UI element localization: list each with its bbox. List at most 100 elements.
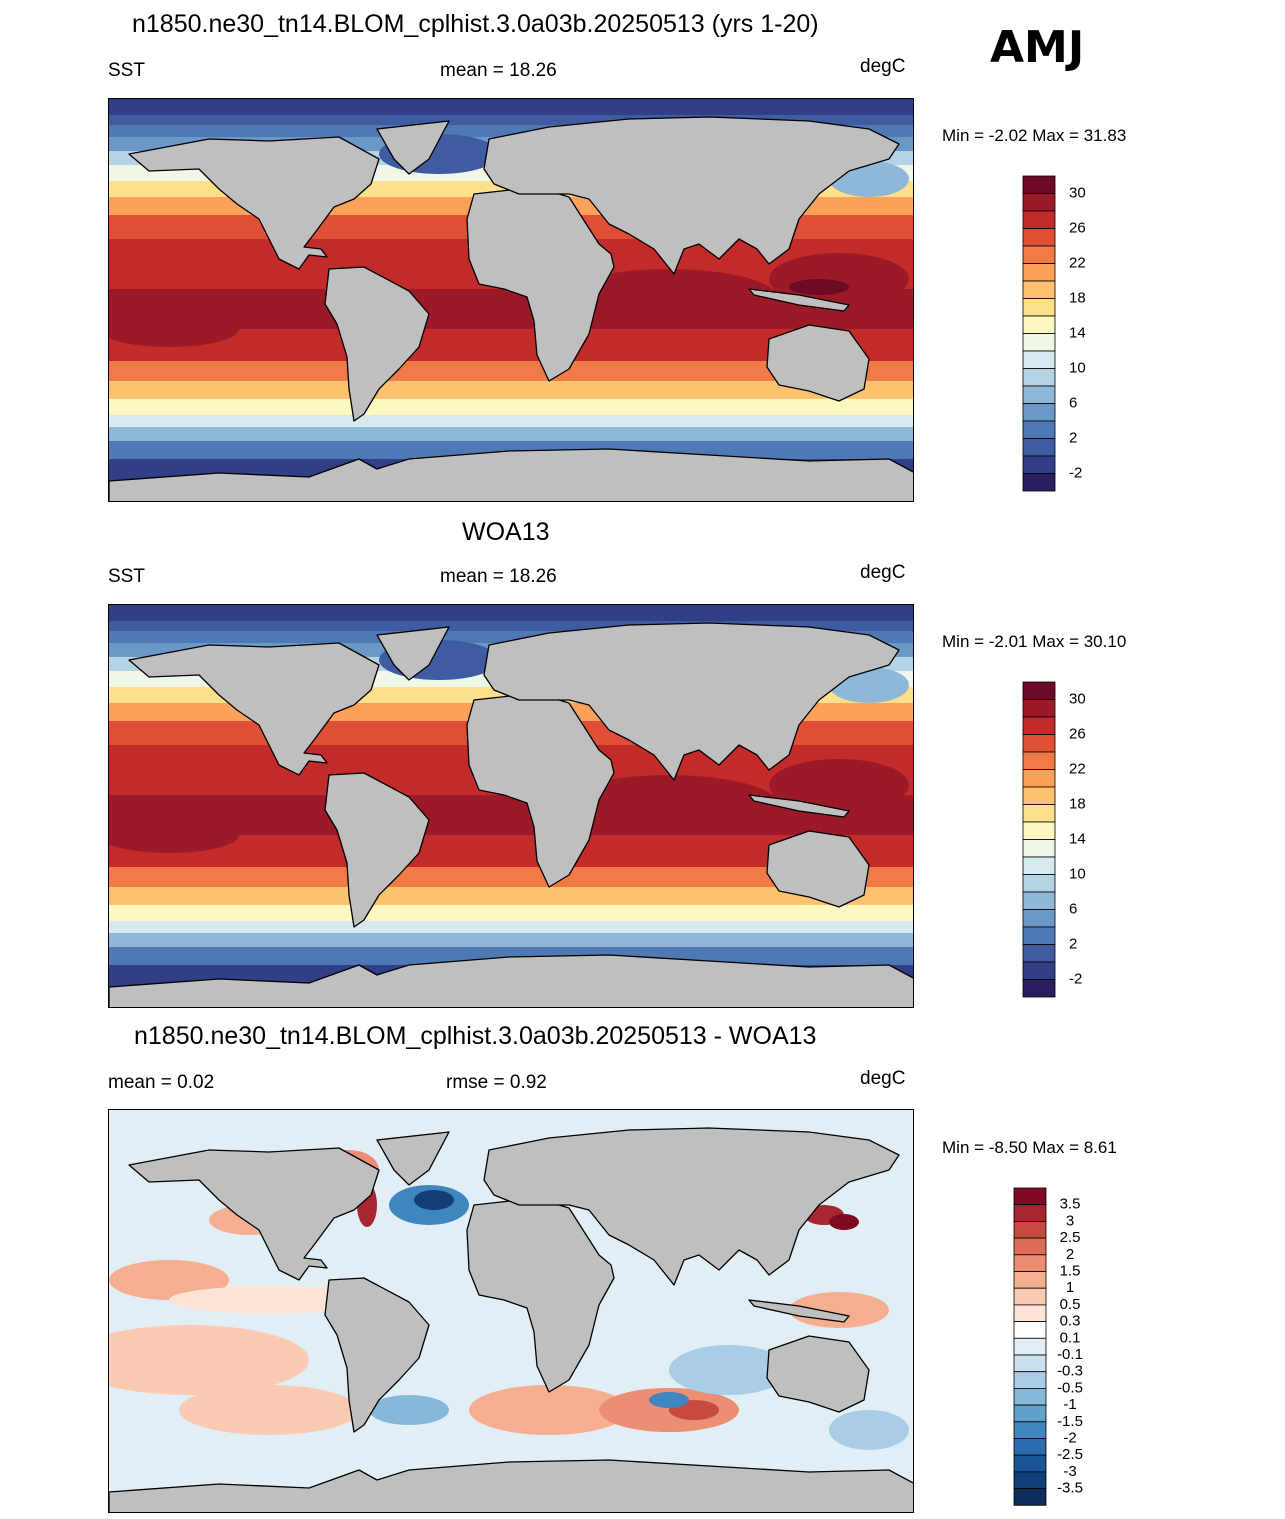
colorbar-tick-label: 2.5 <box>1060 1229 1081 1246</box>
panel2-map <box>108 604 914 1008</box>
antarctica-shape <box>109 1459 913 1512</box>
colorbar-box <box>1013 1337 1047 1356</box>
colorbar-box <box>1022 420 1056 439</box>
colorbar-box <box>1013 1371 1047 1389</box>
colorbar-box <box>1022 210 1056 229</box>
colorbar-tick-label: 6 <box>1069 394 1077 411</box>
panel2-minmax-label: Min = -2.01 Max = 30.10 <box>942 632 1127 651</box>
colorbar-box <box>1022 926 1056 945</box>
australia-shape <box>766 830 870 908</box>
colorbar-tick-label: 0.1 <box>1060 1329 1081 1346</box>
colorbar-box <box>1022 734 1056 753</box>
panel1-mean-label: mean = 18.26 <box>440 60 557 81</box>
indonesia-shape <box>748 288 850 312</box>
colorbar-tick-label: 18 <box>1069 795 1086 812</box>
colorbar-tick-label: 2 <box>1066 1246 1074 1263</box>
warm-pool-indian <box>559 269 779 329</box>
colorbar-tick-label: 10 <box>1069 865 1086 882</box>
colorbar-tick-label: 30 <box>1069 184 1086 201</box>
colorbar-box <box>1022 751 1056 770</box>
anomaly-blob <box>109 1260 229 1300</box>
anomaly-blob <box>369 1395 449 1425</box>
colorbar-box <box>1022 786 1056 805</box>
colorbar-box <box>1013 1438 1047 1456</box>
ocean-band <box>109 621 913 631</box>
colorbar-tick-label: 0.3 <box>1060 1313 1081 1330</box>
colorbar-box <box>1022 263 1056 282</box>
eurasia-shape <box>483 622 900 781</box>
anomaly-blob <box>414 1190 454 1210</box>
colorbar-tick-label: 0.5 <box>1060 1296 1081 1313</box>
colorbar-tick-label: -0.3 <box>1057 1363 1083 1380</box>
colorbar-box <box>1022 438 1056 457</box>
panel2-variable-label: SST <box>108 566 145 587</box>
anomaly-blob <box>469 1385 629 1435</box>
colorbar-box <box>1013 1237 1047 1256</box>
ocean-band <box>109 947 913 965</box>
ocean-band <box>109 867 913 887</box>
colorbar-box <box>1022 821 1056 840</box>
south-america-shape <box>324 266 430 422</box>
ocean-band <box>109 887 913 905</box>
colorbar-box <box>1013 1187 1047 1206</box>
greenland-shape <box>376 120 450 175</box>
colorbar-tick-label: 30 <box>1069 690 1086 707</box>
colorbar-box <box>1013 1404 1047 1423</box>
anomaly-blob <box>109 1325 309 1395</box>
ocean-band <box>109 441 913 459</box>
africa-shape <box>466 188 615 382</box>
panel3-minmax-label: Min = -8.50 Max = 8.61 <box>942 1138 1117 1157</box>
colorbar-box <box>1022 804 1056 823</box>
colorbar-box <box>1022 193 1056 212</box>
anomaly-blob <box>669 1345 789 1395</box>
colorbar-box <box>1022 455 1056 474</box>
anomaly-blob <box>179 1385 359 1435</box>
colorbar-box <box>1022 769 1056 788</box>
colorbar-box <box>1022 280 1056 299</box>
colorbar-tick-label: -2 <box>1069 464 1082 481</box>
colorbar-tick-label: 14 <box>1069 830 1086 847</box>
eurasia-shape <box>483 1127 900 1286</box>
colorbar-tick-label: -2.5 <box>1057 1446 1083 1463</box>
colorbar-tick-label: 18 <box>1069 289 1086 306</box>
australia-shape <box>766 324 870 402</box>
warm-pool-indian <box>559 775 779 835</box>
colorbar-box <box>1022 856 1056 875</box>
colorbar-box <box>1022 699 1056 718</box>
colorbar-box <box>1022 874 1056 893</box>
colorbar-tick-label: -2 <box>1063 1429 1076 1446</box>
colorbar-box <box>1013 1304 1047 1323</box>
land-mask <box>109 1127 913 1512</box>
colorbar-tick-label: 2 <box>1069 935 1077 952</box>
colorbar-box <box>1013 1254 1047 1272</box>
panel2-colorbar: 30 26 22 18 14 10 6 2 -2 <box>1022 681 1143 1002</box>
anomaly-blob <box>789 1292 889 1328</box>
colorbar-box <box>1013 1321 1047 1339</box>
panel1-units-label: degC <box>860 56 906 77</box>
eurasia-shape <box>483 116 900 275</box>
colorbar-box <box>1022 891 1056 910</box>
colorbar-box <box>1022 315 1056 334</box>
colorbar-box <box>1022 979 1056 998</box>
north-america-shape <box>128 1147 380 1281</box>
colorbar-box <box>1013 1421 1047 1439</box>
colorbar-box <box>1022 298 1056 317</box>
indonesia-shape <box>748 794 850 818</box>
ocean-band <box>109 361 913 381</box>
colorbar-box <box>1013 1471 1047 1489</box>
colorbar-tick-label: 10 <box>1069 359 1086 376</box>
ocean-band <box>109 399 913 415</box>
panel1-minmax-label: Min = -2.02 Max = 31.83 <box>942 126 1127 145</box>
colorbar-tick-label: -0.5 <box>1057 1379 1083 1396</box>
colorbar-tick-label: -1.5 <box>1057 1413 1083 1430</box>
greenland-shape <box>376 1131 450 1186</box>
anomaly-blob <box>169 1286 369 1314</box>
australia-shape <box>766 1335 870 1413</box>
colorbar-tick-label: 3.5 <box>1060 1196 1081 1213</box>
indonesia-shape <box>748 1299 850 1323</box>
colorbar-tick-label: -0.1 <box>1057 1346 1083 1363</box>
greenland-shape <box>376 626 450 681</box>
panel3-rmse-label: rmse = 0.92 <box>446 1072 547 1093</box>
colorbar-tick-label: -2 <box>1069 970 1082 987</box>
ocean-band <box>109 933 913 947</box>
